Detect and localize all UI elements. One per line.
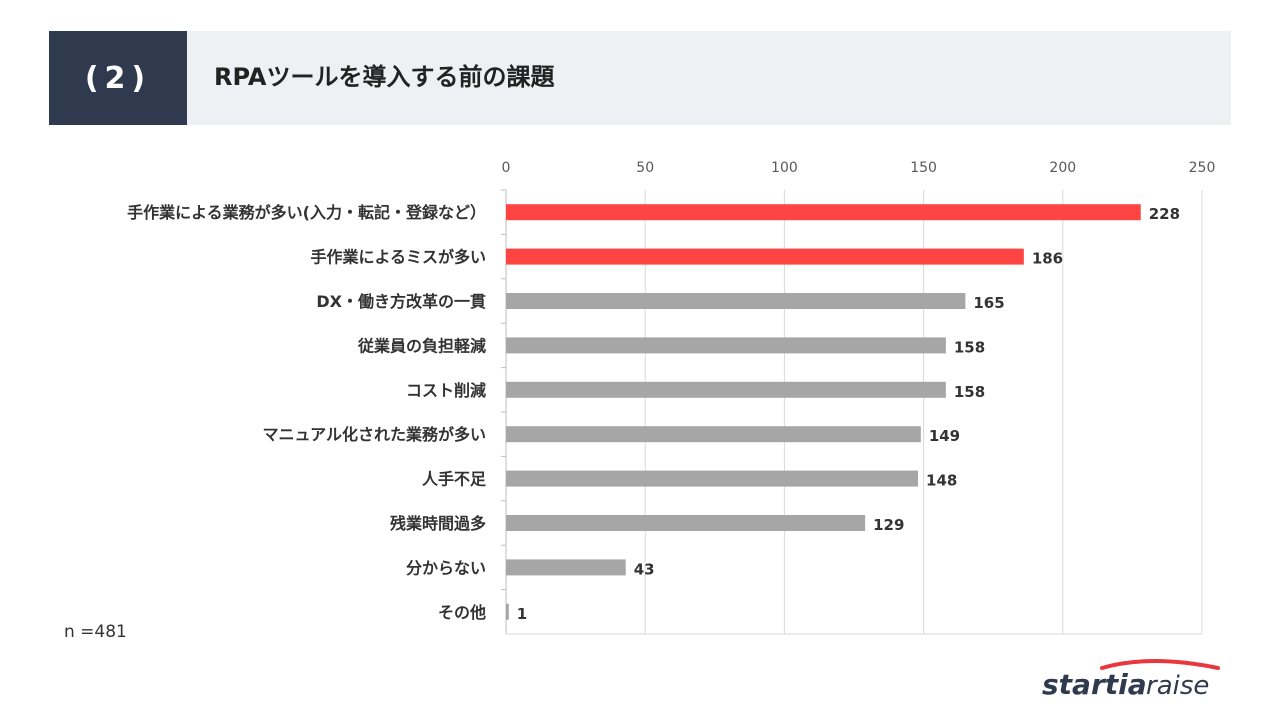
data-label: 1 bbox=[517, 605, 527, 623]
section-number: (2) bbox=[49, 31, 187, 125]
bar bbox=[506, 381, 946, 398]
category-label: 人手不足 bbox=[422, 470, 487, 489]
bar bbox=[506, 337, 946, 354]
page-title: RPAツールを導入する前の課題 bbox=[214, 63, 555, 91]
data-label: 158 bbox=[954, 338, 985, 356]
logo-swoosh bbox=[1100, 659, 1220, 670]
bar bbox=[506, 515, 866, 531]
data-label: 148 bbox=[926, 472, 957, 490]
data-label: 149 bbox=[929, 427, 960, 445]
startia-raise-logo: startia raise bbox=[1042, 659, 1220, 701]
bar bbox=[506, 293, 966, 309]
bar bbox=[506, 248, 1024, 265]
category-label: 分からない bbox=[406, 558, 486, 577]
tick-label: 0 bbox=[502, 160, 511, 176]
data-label: 228 bbox=[1149, 205, 1180, 223]
bar bbox=[506, 603, 509, 620]
tick-label: 50 bbox=[636, 160, 654, 176]
tick-label: 200 bbox=[1049, 160, 1076, 176]
category-label: その他 bbox=[438, 603, 486, 622]
tick-label: 150 bbox=[910, 160, 937, 176]
bar bbox=[506, 426, 921, 443]
data-label: 165 bbox=[973, 294, 1004, 312]
header-band bbox=[49, 31, 1231, 125]
category-label: 手作業によるミスが多い bbox=[310, 248, 486, 267]
category-label: マニュアル化された業務が多い bbox=[262, 425, 486, 444]
category-label: 手作業による業務が多い(入力・転記・登録など） bbox=[127, 203, 486, 222]
data-label: 158 bbox=[954, 383, 985, 401]
bar bbox=[506, 204, 1141, 221]
tick-label: 250 bbox=[1189, 160, 1216, 176]
bar bbox=[506, 559, 626, 576]
category-label: DX・働き方改革の一貫 bbox=[316, 292, 486, 311]
category-label: 従業員の負担軽減 bbox=[357, 336, 486, 355]
logo-text-light: raise bbox=[1146, 671, 1209, 701]
category-label: 残業時間過多 bbox=[390, 514, 486, 533]
logo-text-bold: startia bbox=[1042, 668, 1147, 701]
data-label: 129 bbox=[873, 516, 904, 534]
bar bbox=[506, 470, 919, 487]
data-label: 43 bbox=[634, 560, 655, 578]
sample-size-label: n =481 bbox=[64, 622, 127, 642]
data-label: 186 bbox=[1032, 250, 1063, 268]
category-label: コスト削減 bbox=[406, 381, 486, 400]
tick-label: 100 bbox=[771, 160, 798, 176]
